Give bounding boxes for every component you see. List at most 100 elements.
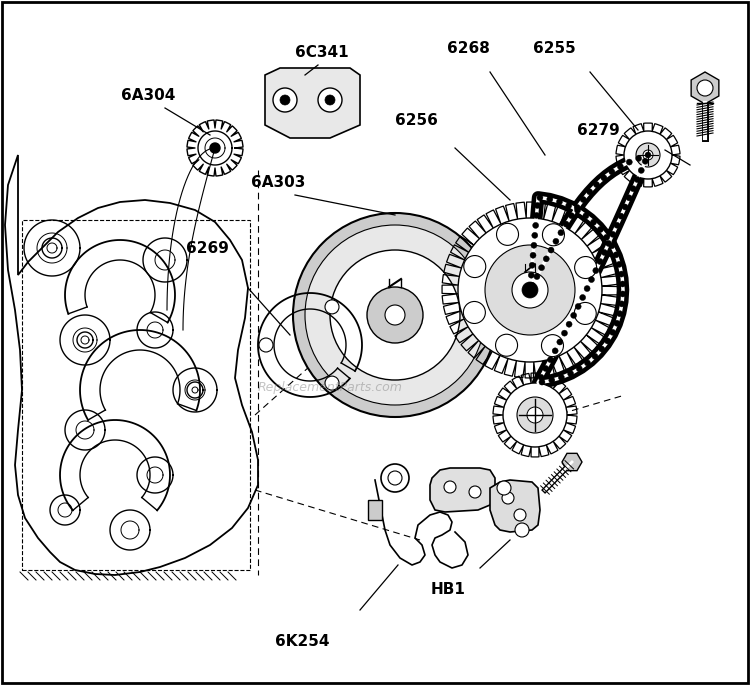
Circle shape xyxy=(530,262,536,269)
Circle shape xyxy=(558,229,564,236)
Circle shape xyxy=(598,346,604,352)
Circle shape xyxy=(556,339,562,345)
Circle shape xyxy=(597,258,603,264)
Circle shape xyxy=(610,232,616,237)
Circle shape xyxy=(634,177,640,182)
Circle shape xyxy=(638,167,644,173)
Circle shape xyxy=(568,213,574,219)
Circle shape xyxy=(325,95,335,105)
Circle shape xyxy=(616,262,622,267)
Circle shape xyxy=(624,131,672,179)
Circle shape xyxy=(598,227,604,232)
Circle shape xyxy=(574,205,580,210)
Text: 6C341: 6C341 xyxy=(296,45,349,60)
Circle shape xyxy=(305,225,485,405)
Circle shape xyxy=(610,329,616,336)
Circle shape xyxy=(543,366,549,371)
Circle shape xyxy=(622,204,628,210)
Circle shape xyxy=(259,338,273,352)
Polygon shape xyxy=(490,480,540,532)
Circle shape xyxy=(602,249,608,256)
Circle shape xyxy=(537,195,543,201)
Circle shape xyxy=(318,88,342,112)
Polygon shape xyxy=(265,68,360,138)
Circle shape xyxy=(469,486,481,498)
Circle shape xyxy=(574,303,596,325)
Text: 6269: 6269 xyxy=(185,240,229,256)
Circle shape xyxy=(502,492,514,504)
Circle shape xyxy=(563,221,569,227)
Circle shape xyxy=(533,212,539,219)
Circle shape xyxy=(512,272,548,308)
Text: 6256: 6256 xyxy=(394,112,437,127)
Circle shape xyxy=(532,223,538,228)
Circle shape xyxy=(642,158,648,164)
Circle shape xyxy=(535,203,541,208)
Circle shape xyxy=(590,219,596,225)
Circle shape xyxy=(630,186,636,192)
Circle shape xyxy=(517,397,553,433)
Circle shape xyxy=(532,232,538,238)
Circle shape xyxy=(613,252,619,258)
Circle shape xyxy=(635,155,641,162)
Circle shape xyxy=(583,213,589,219)
Circle shape xyxy=(527,407,543,423)
Circle shape xyxy=(496,334,517,356)
Circle shape xyxy=(586,189,592,195)
Circle shape xyxy=(210,143,220,153)
Circle shape xyxy=(543,256,549,262)
Circle shape xyxy=(497,481,511,495)
Circle shape xyxy=(515,523,529,537)
Circle shape xyxy=(636,143,660,167)
Circle shape xyxy=(381,464,409,492)
Text: 6255: 6255 xyxy=(532,40,575,55)
Circle shape xyxy=(293,213,497,417)
Polygon shape xyxy=(562,453,582,471)
Circle shape xyxy=(580,197,586,203)
Circle shape xyxy=(575,303,581,310)
Circle shape xyxy=(444,481,456,493)
Circle shape xyxy=(626,195,632,201)
Polygon shape xyxy=(430,468,495,512)
Circle shape xyxy=(522,282,538,298)
Circle shape xyxy=(617,164,623,170)
Circle shape xyxy=(576,366,582,372)
Circle shape xyxy=(574,208,580,213)
Circle shape xyxy=(604,338,610,344)
Circle shape xyxy=(571,312,577,319)
Circle shape xyxy=(549,377,555,384)
Circle shape xyxy=(553,238,559,245)
Circle shape xyxy=(626,159,632,165)
Circle shape xyxy=(485,245,575,335)
Circle shape xyxy=(584,360,590,366)
Circle shape xyxy=(592,353,598,360)
Circle shape xyxy=(388,471,402,485)
Circle shape xyxy=(574,256,597,279)
Circle shape xyxy=(280,95,290,105)
Circle shape xyxy=(566,321,572,327)
Circle shape xyxy=(616,311,622,316)
Circle shape xyxy=(609,242,615,249)
Circle shape xyxy=(539,379,545,385)
Polygon shape xyxy=(692,72,718,104)
Circle shape xyxy=(620,291,626,297)
Circle shape xyxy=(273,88,297,112)
Circle shape xyxy=(619,301,625,307)
Circle shape xyxy=(330,250,460,380)
Circle shape xyxy=(325,376,339,390)
Circle shape xyxy=(385,305,405,325)
Circle shape xyxy=(458,218,602,362)
Circle shape xyxy=(605,240,611,247)
Circle shape xyxy=(559,375,565,380)
Circle shape xyxy=(367,287,423,343)
Circle shape xyxy=(566,203,572,208)
Circle shape xyxy=(542,224,565,246)
Circle shape xyxy=(593,182,599,188)
Text: ReplacementParts.com: ReplacementParts.com xyxy=(257,381,403,393)
Circle shape xyxy=(589,277,595,282)
Circle shape xyxy=(530,282,536,288)
Circle shape xyxy=(601,175,607,181)
Circle shape xyxy=(592,268,598,273)
Circle shape xyxy=(548,247,554,253)
Circle shape xyxy=(534,273,540,279)
